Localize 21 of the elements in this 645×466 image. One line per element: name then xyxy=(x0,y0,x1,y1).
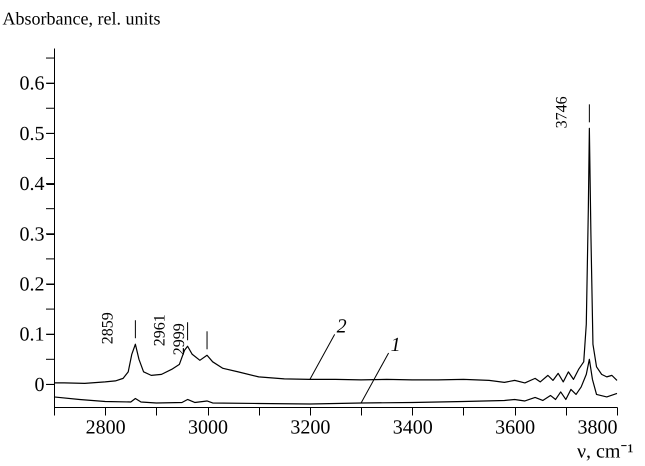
x-tick-label: 3200 xyxy=(290,416,330,438)
annotation: 2961 xyxy=(152,314,169,346)
x-axis-title: ν, cm⁻¹ xyxy=(577,440,634,462)
y-tick-label: 0.1 xyxy=(20,324,44,346)
y-tick-label: 0.2 xyxy=(20,273,44,296)
annotation: 2999 xyxy=(171,323,188,356)
text: 1 xyxy=(390,334,401,356)
annotation: 2859 xyxy=(99,312,116,344)
x-tick-label: 3400 xyxy=(392,416,433,438)
x-tick-label: 3800 xyxy=(578,416,618,438)
y-tick-label: 0.5 xyxy=(20,122,44,145)
y-tick-label: 0.6 xyxy=(20,72,44,95)
x-tick-label: 2800 xyxy=(86,416,126,438)
x-tick-label: 3600 xyxy=(495,416,536,438)
annotation: 3746 xyxy=(553,96,570,128)
y-axis-title: Absorbance, rel. units xyxy=(2,8,160,28)
y-tick-label: 0.3 xyxy=(20,223,44,246)
y-tick-label: 0 xyxy=(34,374,44,396)
y-tick-label: 0.4 xyxy=(20,173,44,196)
text: 2 xyxy=(336,315,347,338)
x-tick-label: 3000 xyxy=(188,416,228,438)
